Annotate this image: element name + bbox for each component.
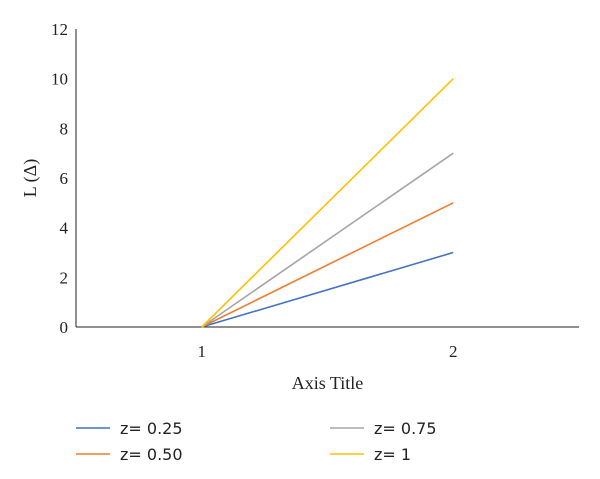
y-tick-label: 10 <box>51 70 68 89</box>
series-line-2 <box>201 202 454 328</box>
y-tick-label: 12 <box>51 20 68 39</box>
legend-label: z= 1 <box>374 445 411 464</box>
legend-label: z= 0.25 <box>120 419 183 438</box>
y-tick-label: 0 <box>60 318 69 337</box>
x-tick-label: 2 <box>449 342 458 361</box>
series-line-1 <box>201 152 454 328</box>
x-axis-title: Axis Title <box>292 373 364 393</box>
y-axis-ticks: 0 2 4 6 8 10 12 <box>51 20 69 337</box>
y-axis-title: L (Δ) <box>20 159 41 197</box>
y-tick-label: 8 <box>60 119 69 138</box>
y-tick-label: 6 <box>60 169 69 188</box>
series-lines <box>201 78 454 328</box>
y-tick-label: 4 <box>60 219 69 238</box>
series-line-3 <box>201 78 454 328</box>
legend-label: z= 0.75 <box>374 419 437 438</box>
y-tick-label: 2 <box>60 268 69 287</box>
series-line-0 <box>201 251 454 328</box>
x-tick-label: 1 <box>198 342 207 361</box>
legend-label: z= 0.50 <box>120 445 183 464</box>
legend: z= 0.25 z= 0.75 z= 0.50 z= 1 <box>76 419 437 464</box>
